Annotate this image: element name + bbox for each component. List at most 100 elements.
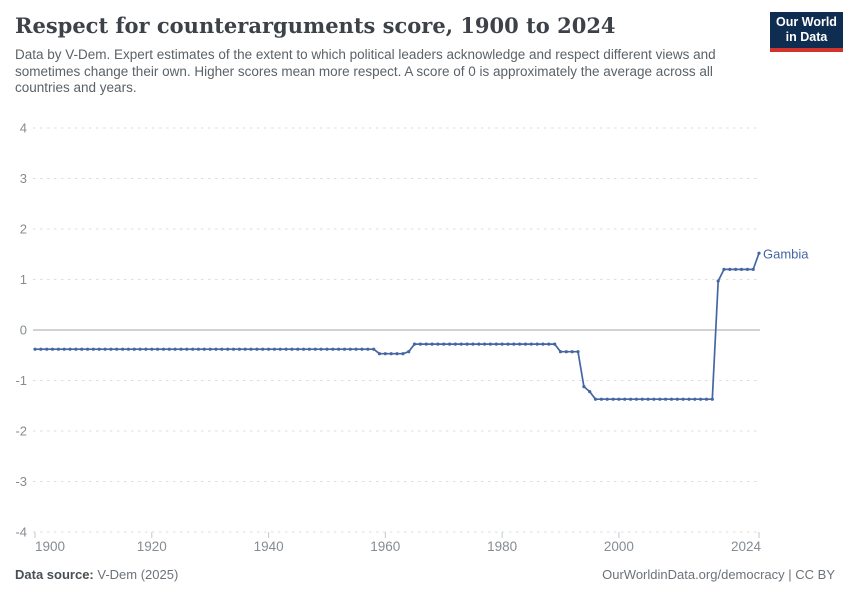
data-point: [56, 347, 61, 351]
data-source-value: V-Dem (2025): [93, 567, 179, 582]
data-point: [599, 397, 604, 401]
data-point: [74, 347, 78, 351]
data-point: [588, 390, 592, 394]
data-point: [623, 397, 627, 401]
data-point: [226, 347, 230, 351]
data-point: [272, 347, 276, 351]
data-point: [570, 350, 574, 354]
credit-link[interactable]: OurWorldinData.org/democracy | CC BY: [602, 567, 835, 582]
data-point: [173, 347, 177, 351]
y-tick-label: -3: [15, 474, 27, 489]
data-point: [284, 347, 288, 351]
data-point: [377, 352, 382, 356]
data-point: [342, 347, 347, 351]
data-point: [237, 347, 241, 351]
data-point: [576, 350, 580, 354]
data-point: [675, 397, 679, 401]
data-point: [290, 347, 294, 351]
data-point: [652, 397, 656, 401]
data-point: [430, 342, 434, 346]
data-point: [331, 347, 335, 351]
data-point: [179, 347, 183, 351]
data-point: [658, 397, 662, 401]
data-point: [465, 342, 469, 346]
x-tick-label: 1900: [35, 539, 65, 554]
y-tick-label: 2: [20, 222, 27, 237]
series-label-gambia[interactable]: Gambia: [763, 247, 809, 262]
data-point: [564, 350, 568, 354]
chart-subtitle: Data by V-Dem. Expert estimates of the e…: [15, 47, 716, 95]
data-point: [185, 347, 189, 351]
data-point: [161, 347, 166, 351]
data-point: [191, 347, 195, 351]
data-point: [302, 347, 306, 351]
data-source-label: Data source:: [15, 567, 94, 582]
data-point: [617, 397, 621, 401]
data-point: [208, 347, 212, 351]
data-point: [704, 397, 709, 401]
data-point: [97, 347, 101, 351]
data-point: [337, 347, 341, 351]
data-point: [150, 347, 154, 351]
chart-footer: Data source: V-Dem (2025) OurWorldinData…: [15, 567, 835, 583]
data-point: [278, 347, 282, 351]
data-point: [68, 347, 72, 351]
x-tick-label: 1980: [487, 539, 517, 554]
x-tick-label: 2000: [604, 539, 634, 554]
chart-header: Respect for counterarguments score, 1900…: [15, 13, 765, 97]
data-point: [611, 397, 615, 401]
zero-line: 0: [20, 323, 760, 338]
data-point: [757, 251, 761, 255]
data-point: [494, 342, 498, 346]
data-point: [728, 267, 732, 271]
data-point: [448, 342, 452, 346]
data-point: [483, 342, 487, 346]
series-gambia[interactable]: [33, 251, 761, 401]
data-point: [243, 347, 247, 351]
page-title: Respect for counterarguments score, 1900…: [15, 13, 616, 38]
data-point: [424, 342, 428, 346]
data-point: [319, 347, 323, 351]
data-point: [558, 350, 563, 354]
data-point: [523, 342, 528, 346]
data-point: [512, 342, 516, 346]
data-point: [646, 397, 650, 401]
data-point: [91, 347, 95, 351]
data-point: [296, 347, 300, 351]
data-point: [50, 347, 55, 351]
data-point: [231, 347, 236, 351]
y-tick-label: -1: [15, 373, 27, 388]
x-tick-label: 2024: [731, 539, 762, 554]
data-point: [372, 347, 376, 351]
data-point: [664, 397, 668, 401]
y-gridline: 2: [20, 222, 760, 237]
y-gridline: -1: [15, 373, 760, 388]
data-point: [126, 347, 130, 351]
data-point: [196, 347, 201, 351]
data-point: [693, 397, 697, 401]
owid-logo[interactable]: Our World in Data: [770, 12, 843, 52]
data-point: [739, 267, 744, 271]
data-point: [307, 347, 311, 351]
data-point: [62, 347, 66, 351]
data-point: [687, 397, 691, 401]
y-tick-label: 0: [20, 323, 27, 338]
data-point: [401, 352, 405, 356]
data-point: [267, 347, 271, 351]
data-point: [348, 347, 352, 351]
data-point: [442, 342, 446, 346]
data-point: [634, 397, 639, 401]
gambia-line[interactable]: [35, 252, 760, 401]
data-source: Data source: V-Dem (2025): [15, 567, 178, 583]
data-point: [506, 342, 510, 346]
data-point: [33, 347, 37, 351]
y-tick-label: 4: [20, 121, 27, 136]
data-point: [488, 342, 492, 346]
x-tick-label: 1920: [137, 539, 167, 554]
data-point: [220, 347, 224, 351]
data-point: [132, 347, 136, 351]
data-point: [167, 347, 171, 351]
data-point: [593, 397, 598, 401]
